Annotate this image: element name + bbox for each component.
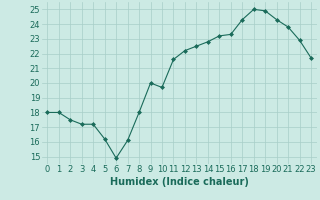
X-axis label: Humidex (Indice chaleur): Humidex (Indice chaleur) (110, 177, 249, 187)
